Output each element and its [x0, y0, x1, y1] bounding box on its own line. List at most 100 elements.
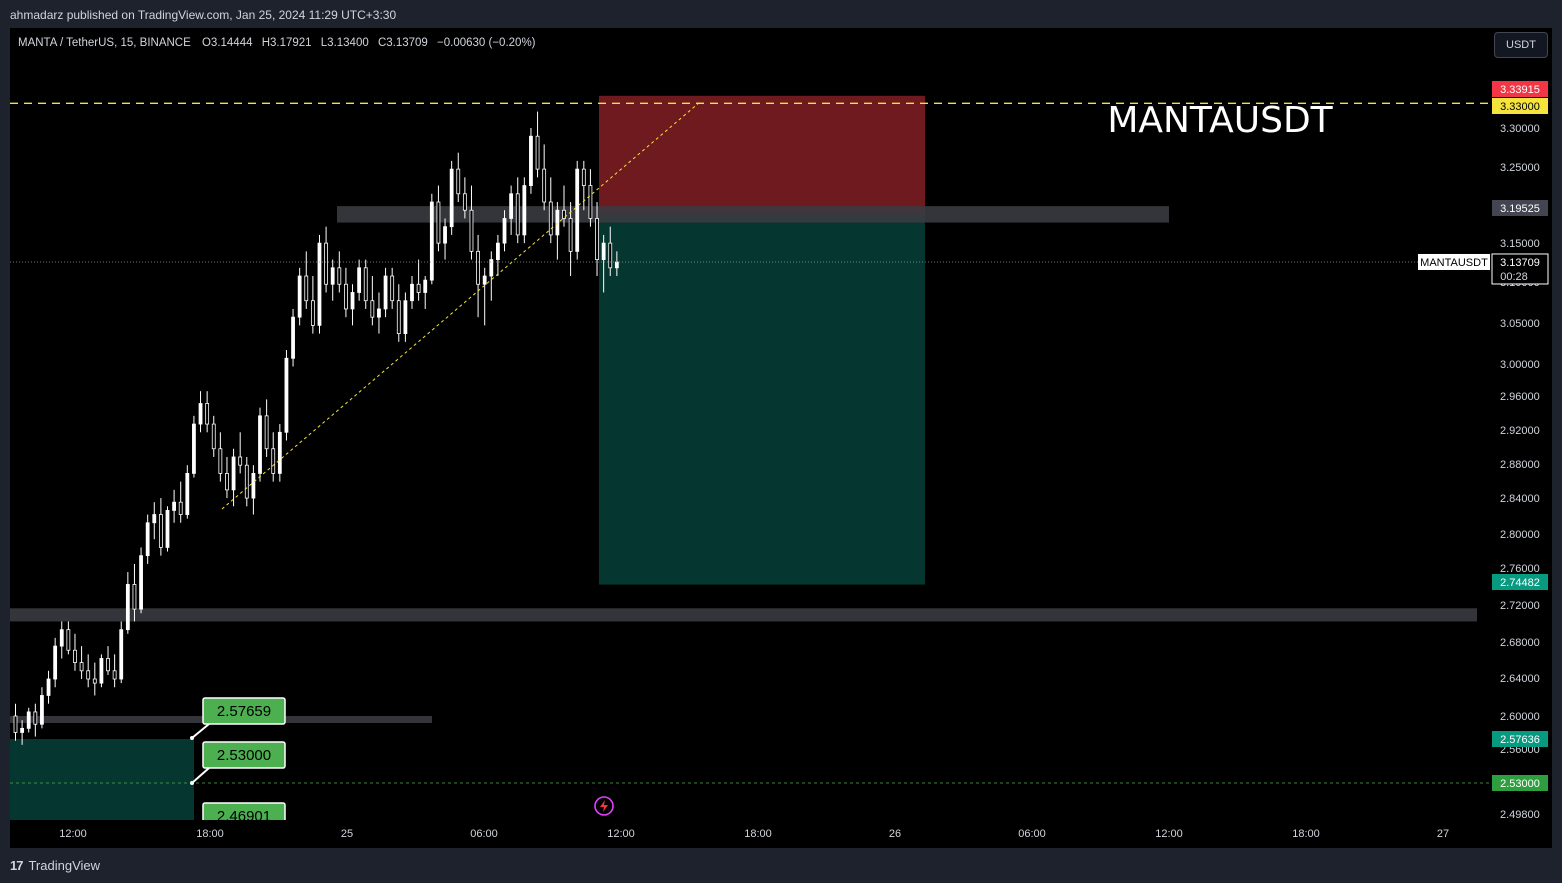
candle: [53, 637, 58, 688]
y-tick-label: 3.30000: [1500, 123, 1540, 135]
candle-body: [410, 283, 414, 302]
candle-body: [73, 649, 77, 663]
candle-body: [423, 279, 428, 293]
candle-body: [363, 267, 368, 302]
candle-body: [277, 431, 282, 474]
published-bar: ahmadarz published on TradingView.com, J…: [0, 0, 1562, 28]
y-tick-label: 3.05000: [1500, 318, 1540, 330]
y-tick-label: 2.96000: [1500, 391, 1540, 403]
candle: [416, 259, 421, 301]
candle-body: [575, 168, 580, 252]
candle-body: [529, 135, 533, 186]
candle: [581, 160, 586, 211]
candle: [489, 251, 494, 301]
callout-box: [202, 697, 286, 725]
price-callout: 2.57659: [190, 697, 286, 740]
legend-high: H3.17921: [262, 37, 312, 49]
y-tick-label: 2.92000: [1500, 425, 1540, 437]
candlestick-chart[interactable]: MANTAUSDT MANTA / TetherUS, 15, BINANCE …: [0, 0, 1562, 850]
candle-body: [568, 218, 573, 252]
candle-body: [46, 678, 51, 696]
candle: [304, 251, 309, 309]
svg-text:MANTA / TetherUS, 15, BINANCE: MANTA / TetherUS, 15, BINANCE O3.14444 H…: [18, 37, 536, 49]
candle: [357, 259, 362, 301]
candle-body: [482, 275, 487, 285]
candle-body: [112, 670, 117, 680]
candle-body: [324, 242, 328, 285]
candle-body: [515, 193, 520, 236]
candle: [601, 234, 606, 293]
candle: [588, 169, 593, 227]
price-label-text: 2.57636: [1500, 734, 1540, 746]
x-tick-label: 06:00: [1018, 828, 1046, 840]
candle-body: [297, 275, 302, 318]
candle-body: [145, 522, 150, 557]
candle: [535, 111, 540, 178]
candle: [152, 502, 157, 540]
candle: [462, 177, 467, 219]
candle-body: [390, 275, 395, 302]
y-tick-label: 2.72000: [1500, 600, 1540, 612]
candle: [377, 292, 381, 334]
candle: [218, 432, 223, 482]
y-tick-label: 2.64000: [1500, 673, 1540, 685]
callout-anchor: [190, 736, 194, 740]
y-tick-label: 2.68000: [1500, 637, 1540, 649]
candle-body: [542, 168, 547, 203]
candle: [429, 193, 434, 285]
x-tick-label: 18:00: [744, 828, 772, 840]
price-label-bg: [1492, 81, 1548, 97]
candle-body: [198, 403, 203, 425]
candle: [529, 128, 533, 194]
candle-body: [502, 218, 507, 244]
candle: [251, 465, 256, 515]
candle-body: [99, 658, 104, 684]
price-label: 2.53000: [1492, 775, 1548, 791]
candle: [244, 456, 249, 507]
lightning-icon[interactable]: [594, 796, 614, 816]
stop-loss-zone: [599, 95, 925, 215]
candle-body: [377, 308, 381, 318]
candle: [482, 267, 487, 326]
candle: [86, 654, 91, 688]
symbol-watermark: MANTAUSDT: [1107, 100, 1333, 141]
candle-body: [555, 209, 560, 236]
candle-body: [284, 357, 289, 433]
price-label: 3.19525: [1492, 200, 1548, 216]
price-axis[interactable]: 3.300003.250003.150003.100003.050003.000…: [1500, 123, 1540, 821]
price-label-text: 2.53000: [1500, 778, 1540, 790]
candle-body: [86, 670, 91, 680]
candle: [383, 267, 388, 318]
last-price-label: MANTAUSDT 3.13709 00:28: [1418, 253, 1549, 285]
candle-body: [469, 209, 474, 252]
y-tick-label: 3.00000: [1500, 359, 1540, 371]
candle-body: [139, 555, 143, 610]
candle-body: [205, 403, 210, 425]
candle: [178, 481, 183, 523]
candle-body: [476, 250, 480, 285]
candle: [73, 633, 77, 671]
candle: [297, 267, 302, 326]
candle-body: [396, 300, 401, 335]
candle-body: [601, 242, 606, 260]
last-price-symbol: MANTAUSDT: [1420, 257, 1488, 269]
tradingview-logo[interactable]: 17 TradingView: [10, 858, 100, 873]
candle: [291, 308, 295, 367]
x-tick-label: 27: [1437, 828, 1449, 840]
currency-button[interactable]: USDT: [1494, 32, 1548, 58]
candle: [112, 654, 117, 688]
candle: [125, 572, 130, 634]
candle: [496, 234, 500, 277]
candle: [258, 407, 262, 482]
candle-body: [522, 185, 527, 236]
candle: [158, 498, 163, 556]
candle: [277, 424, 282, 482]
candle-body: [59, 629, 64, 647]
last-price-symbol-bg: [1418, 253, 1490, 270]
candle: [79, 646, 84, 680]
candle: [509, 185, 514, 235]
candle-body: [165, 510, 170, 548]
ohlc-legend: MANTA / TetherUS, 15, BINANCE O3.14444 H…: [18, 37, 536, 49]
candle-body: [350, 292, 355, 310]
candle: [337, 251, 342, 293]
